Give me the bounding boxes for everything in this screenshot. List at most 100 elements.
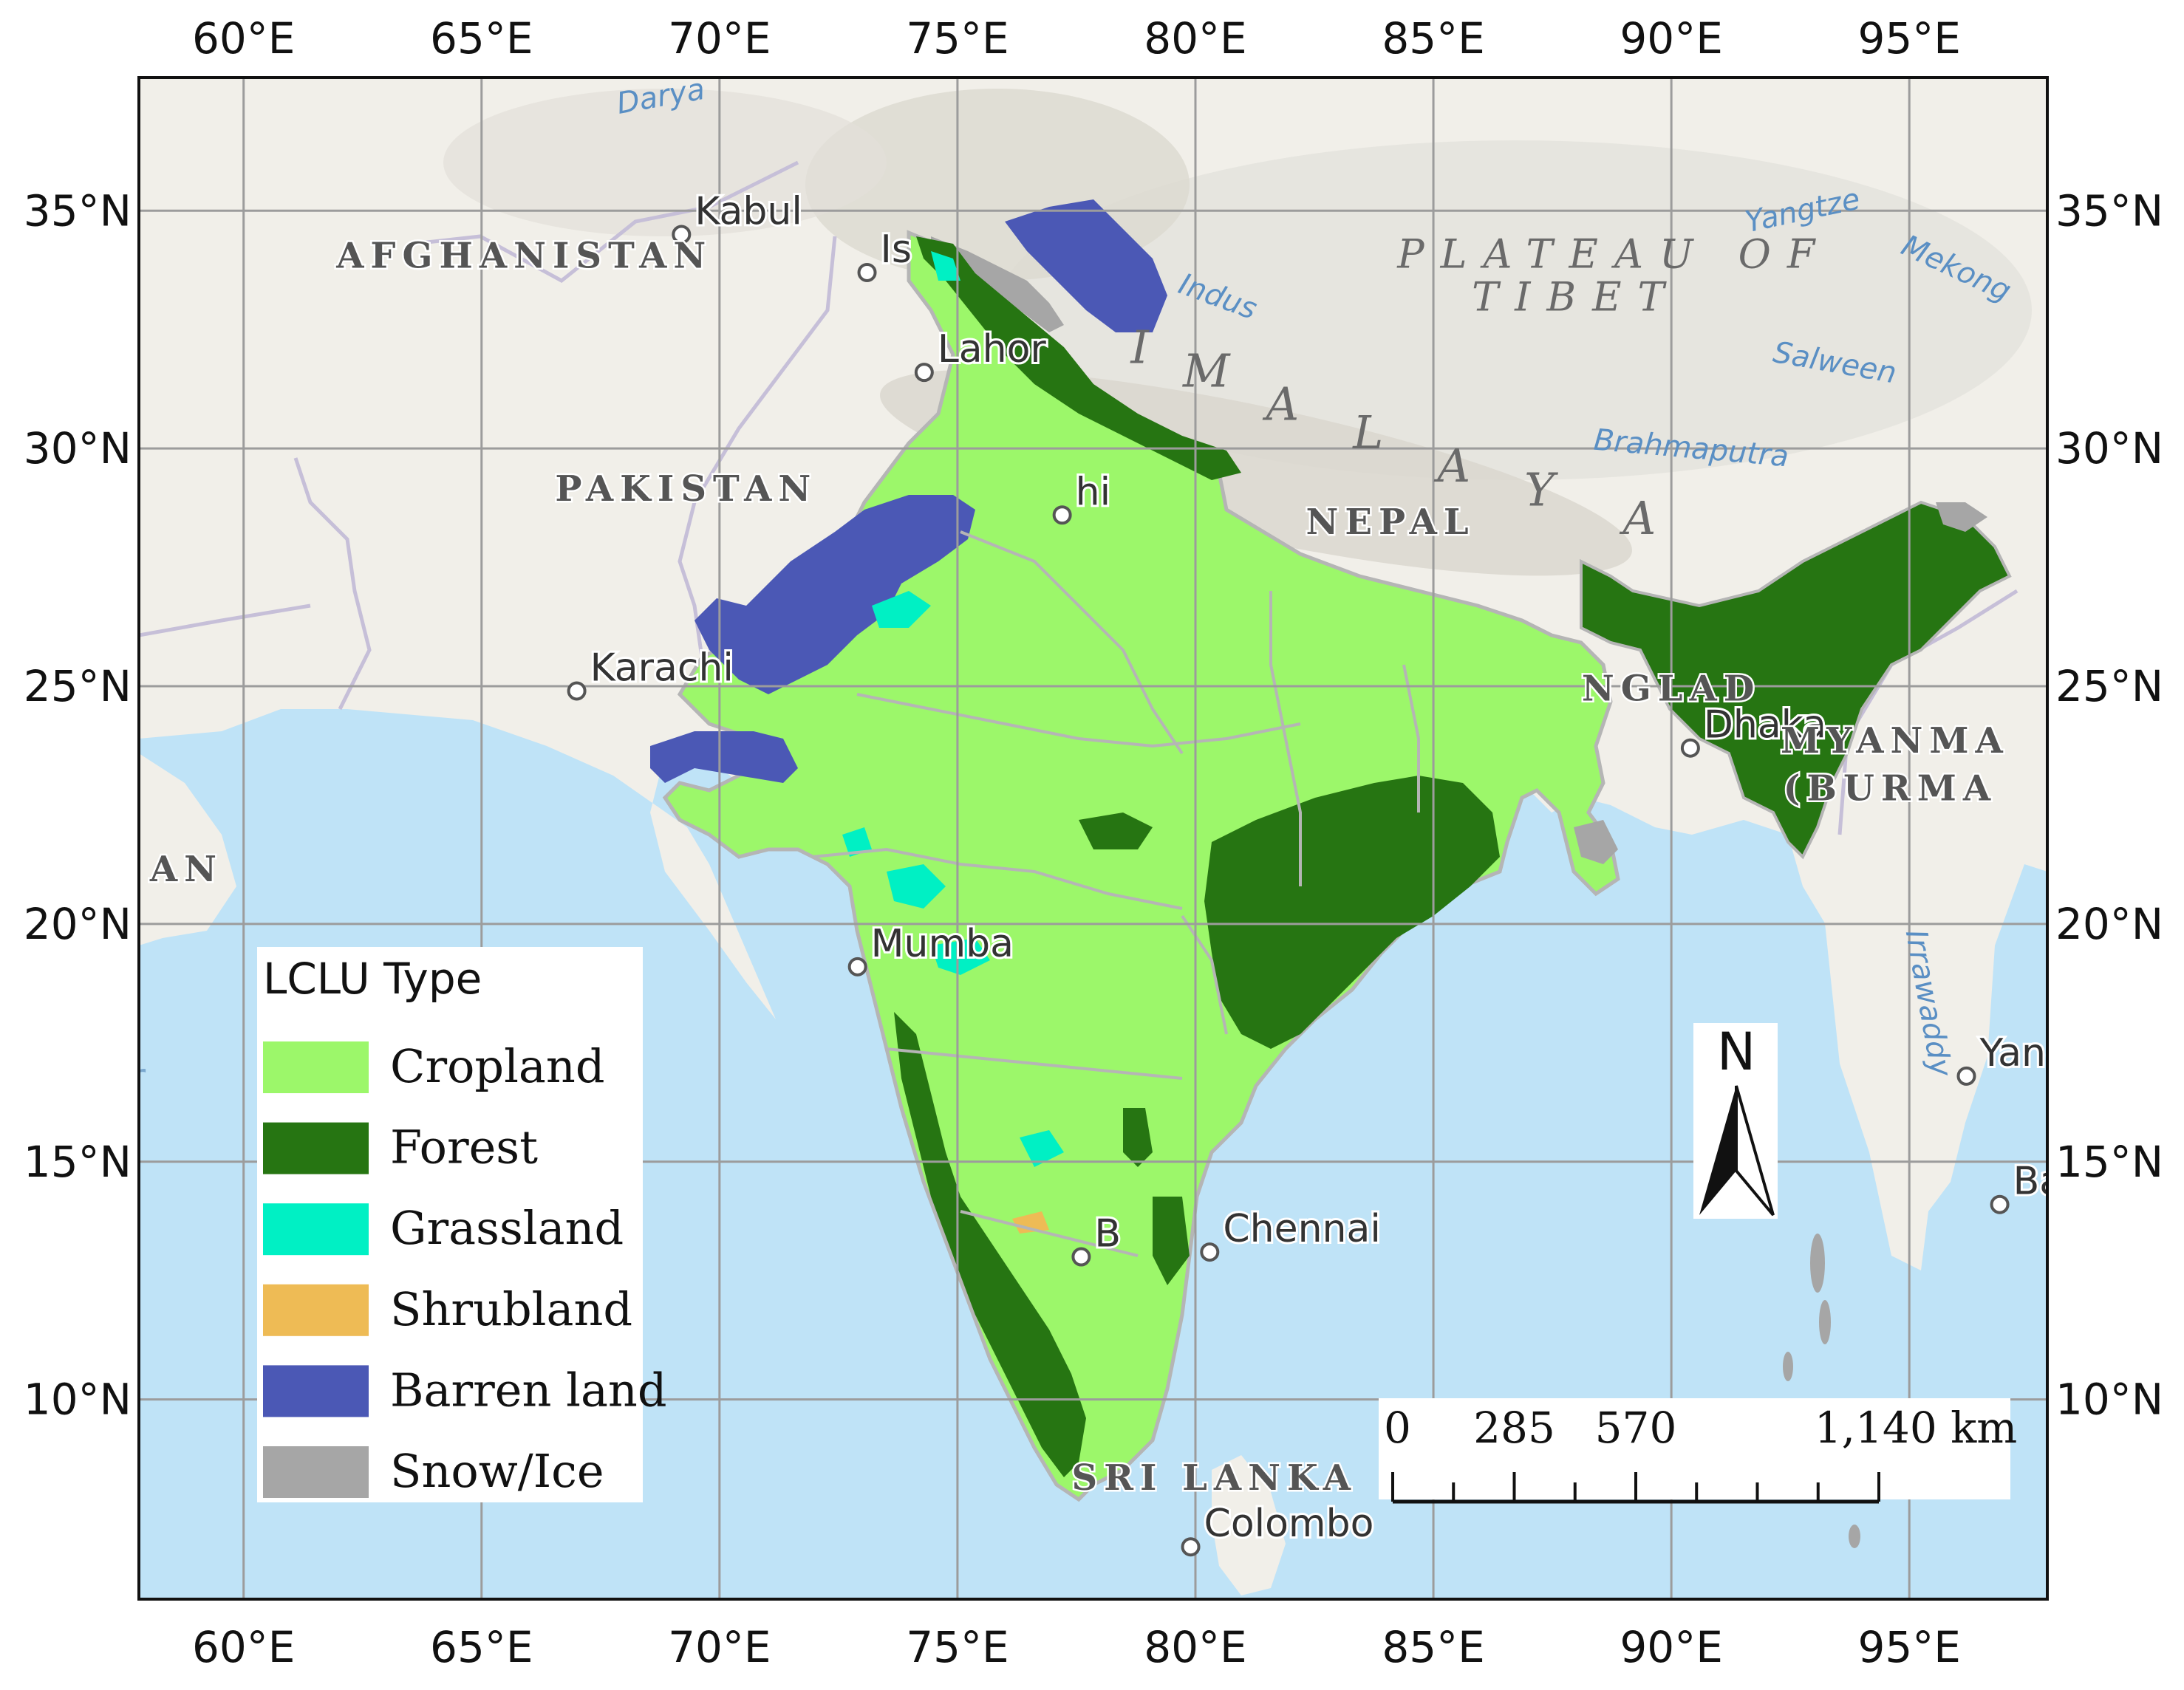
tibet-shading [997, 140, 2032, 480]
forest-patch-2 [1123, 1108, 1153, 1167]
lon-tick-bottom-0: 60°E [192, 1622, 295, 1672]
land-sri-lanka [1212, 1455, 1286, 1595]
legend-label-2: Grassland [390, 1201, 624, 1255]
city-label-11: hi [1076, 470, 1110, 514]
city-marker-3 [567, 681, 587, 701]
lat-tick-right-1: 30°N [2055, 423, 2163, 473]
city-marker-8 [1956, 1066, 1976, 1086]
himalaya-letter-4: A [1433, 439, 1487, 493]
city-label-9: Ban [2013, 1160, 2088, 1204]
barren-kutch [650, 731, 798, 783]
river-label-7: Ar [103, 1056, 146, 1100]
lon-tick-top-6: 90°E [1620, 13, 1722, 64]
legend-label-4: Barren land [390, 1363, 667, 1417]
lat-tick-left-2: 25°N [24, 661, 132, 711]
lon-tick-top-0: 60°E [192, 13, 295, 64]
region-label-0: PLATEAU OF [1396, 231, 1831, 278]
lon-tick-top-3: 75°E [906, 13, 1009, 64]
north-arrow: N [1693, 1022, 1778, 1219]
snow-ne [1936, 502, 1987, 532]
city-marker-2 [914, 363, 934, 383]
city-label-2: Lahor [938, 327, 1047, 372]
lon-tick-bottom-7: 95°E [1857, 1622, 1960, 1672]
axis-ticks: 60°E 60°E 65°E 65°E 70°E 70°E 75°E 75°E 80°E 80°E… [24, 13, 2163, 1672]
snow-sundarbans [1574, 820, 1618, 864]
city-marker-7 [1680, 738, 1700, 758]
lat-tick-right-4: 15°N [2055, 1137, 2163, 1187]
city-marker-1 [857, 262, 877, 282]
city-label-1: Is [881, 228, 912, 272]
legend-title: LCLU Type [263, 954, 482, 1004]
scale-ticks: 0 285 570 1,140 km [1384, 1403, 2017, 1504]
lon-tick-bottom-6: 90°E [1620, 1622, 1722, 1672]
himalaya-letter-6: A [1620, 491, 1673, 545]
city-marker-9 [1990, 1194, 2010, 1214]
country-label-4: MYANMA [1781, 720, 2010, 762]
country-boundaries [139, 160, 2019, 835]
grassland-patches [842, 251, 1064, 1167]
scale-label-1: 285 [1473, 1403, 1555, 1453]
lon-tick-top-1: 65°E [430, 13, 533, 64]
scale-bar-box [1379, 1398, 2010, 1499]
himalaya-letter-0: I [1130, 320, 1165, 374]
legend-swatch-4 [263, 1365, 369, 1417]
city-marker-11 [1052, 505, 1072, 525]
forest-patch-3 [1153, 1197, 1190, 1285]
lon-tick-top-5: 85°E [1382, 13, 1484, 64]
north-label: N [1717, 1022, 1755, 1082]
legend-label-1: Forest [390, 1121, 538, 1174]
city-label-4: Mumba [871, 922, 1014, 966]
lat-tick-left-5: 10°N [24, 1375, 132, 1425]
city-label-7: Dhaka [1704, 703, 1826, 748]
barren-ladakh [1005, 199, 1167, 332]
city-marker-10 [1071, 1247, 1091, 1267]
country-label-7: AN [149, 849, 223, 890]
forest-western-ghats [894, 1012, 1086, 1477]
scale-bar: 0 285 570 1,140 km [1379, 1398, 2017, 1504]
lat-tick-left-4: 15°N [24, 1137, 132, 1187]
lat-tick-right-2: 25°N [2055, 661, 2163, 711]
legend-swatch-0 [263, 1041, 369, 1093]
himalaya-letter-2: A [1262, 377, 1315, 431]
lon-tick-top-2: 70°E [668, 13, 771, 64]
lon-tick-bottom-3: 75°E [906, 1622, 1009, 1672]
city-label-3: Karachi [590, 646, 734, 690]
himalaya-letter-1: M [1182, 343, 1246, 397]
country-label-5: (BURMA [1784, 768, 1997, 810]
north-arrow-icon-outline [1735, 1085, 1775, 1217]
lat-tick-left-1: 30°N [24, 423, 132, 473]
city-label-8: Yango [1979, 1031, 2093, 1075]
land-arabia [139, 753, 236, 945]
scale-label-2: 570 [1595, 1403, 1677, 1453]
country-label-6: SRI LANKA [1071, 1457, 1357, 1499]
city-label-6: Colombo [1204, 1502, 1374, 1546]
city-label-0: Kabul [695, 189, 802, 233]
north-arrow-icon [1699, 1086, 1736, 1215]
legend-label-0: Cropland [390, 1039, 605, 1093]
forest-central-east [1204, 776, 1500, 1049]
andaman-islands [1783, 1234, 1860, 1548]
lon-tick-bottom-1: 65°E [430, 1622, 533, 1672]
country-label-1: PAKISTAN [555, 468, 817, 510]
city-marker-4 [847, 957, 867, 976]
lat-tick-right-5: 10°N [2055, 1375, 2163, 1425]
lon-tick-bottom-2: 70°E [668, 1622, 771, 1672]
legend: LCLU Type Cropland Forest Grassland Shrubla… [257, 947, 667, 1502]
map-border [137, 76, 2049, 1601]
country-label-0: AFGHANISTAN [335, 236, 712, 277]
himalaya-letter-3: L [1352, 406, 1399, 459]
lon-tick-bottom-4: 80°E [1144, 1622, 1246, 1672]
legend-swatch-2 [263, 1203, 369, 1256]
legend-swatch-1 [263, 1122, 369, 1174]
city-marker-6 [1181, 1537, 1201, 1557]
country-label-2: NEPAL [1306, 502, 1475, 543]
map-labels: Kabul Is Lahor Karachi Mumba Chennai Colombo Dh… [103, 78, 2093, 1557]
lat-tick-left-3: 20°N [24, 899, 132, 949]
lat-tick-left-0: 35°N [24, 185, 132, 236]
lat-tick-right-0: 35°N [2055, 185, 2163, 236]
lon-tick-top-4: 80°E [1144, 13, 1246, 64]
scale-label-0: 0 [1384, 1403, 1411, 1453]
legend-swatch-5 [263, 1446, 369, 1498]
legend-swatch-3 [263, 1284, 369, 1336]
